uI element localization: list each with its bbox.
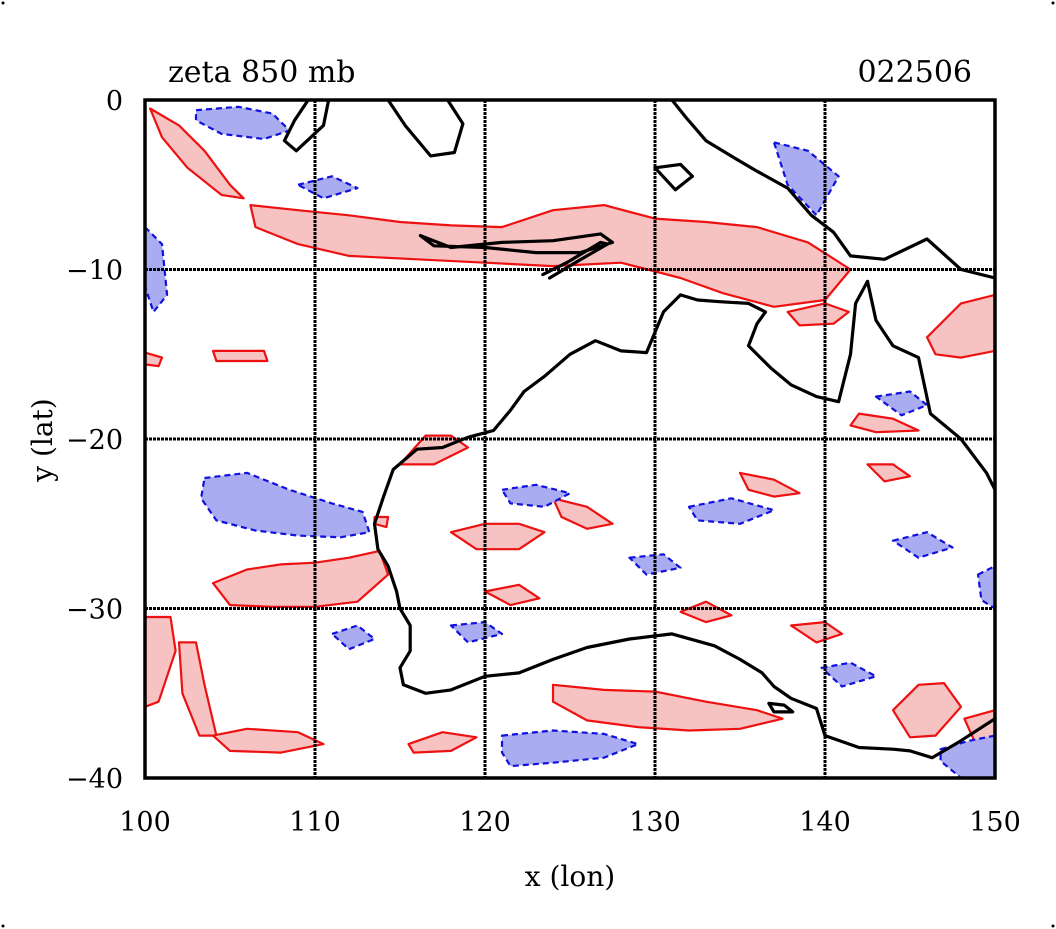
x-tick-label-150: 150 (969, 807, 1021, 838)
positive-contour-18 (483, 583, 541, 607)
negative-contour-12 (976, 565, 995, 610)
negative-contour-11 (330, 624, 376, 651)
positive-contour-11 (145, 615, 177, 708)
negative-contour-15 (891, 531, 954, 559)
negative-contour-4 (296, 175, 359, 200)
positive-contour-16 (738, 471, 801, 498)
negative-contour-6 (500, 483, 572, 508)
x-tick-label-130: 130 (629, 807, 681, 838)
positive-contour-19 (145, 351, 164, 368)
negative-contour-10 (820, 661, 878, 688)
positive-contour-9 (786, 302, 850, 327)
coastline-0 (282, 100, 331, 153)
positive-contour-12 (177, 641, 218, 737)
negative-contour-2 (500, 729, 640, 768)
x-tick-label-110: 110 (289, 807, 341, 838)
positive-contour-1 (149, 107, 245, 200)
negative-contour-8 (145, 226, 169, 313)
positive-contour-13 (211, 727, 325, 754)
coastline-4 (653, 162, 694, 192)
y-axis-label: y (lat) (26, 398, 59, 482)
plot-area (145, 100, 995, 778)
y-tick-label--10: −10 (66, 256, 123, 287)
positive-contour-20 (211, 349, 269, 363)
negative-contour-1 (200, 471, 371, 539)
y-tick-label--20: −20 (66, 425, 123, 456)
coastline-8 (767, 701, 795, 714)
coastline-5 (670, 100, 995, 280)
positive-contour-0 (249, 204, 852, 308)
x-axis-ticks: 100 110 120 130 140 150 (119, 807, 1021, 838)
coastline-3 (541, 240, 609, 280)
positive-contour-21 (679, 600, 733, 624)
negative-vorticity-layer (145, 105, 995, 778)
negative-contour-5 (772, 141, 840, 217)
negative-contour-13 (449, 621, 504, 644)
coastline-1 (386, 100, 465, 158)
y-tick-label-0: 0 (106, 86, 123, 117)
coastline-7 (372, 279, 995, 760)
x-tick-label-120: 120 (459, 807, 511, 838)
y-axis-ticks: 0 −10 −20 −30 −40 (66, 86, 123, 795)
positive-contour-14 (407, 731, 478, 754)
positive-contour-4 (449, 522, 546, 551)
positive-contour-7 (891, 682, 963, 739)
negative-contour-9 (874, 390, 929, 417)
chart-subtitle: 022506 (857, 55, 972, 90)
negative-contour-7 (687, 497, 776, 525)
positive-contour-2 (211, 549, 390, 608)
grid-layer (145, 100, 995, 778)
y-tick-label--30: −30 (66, 595, 123, 626)
positive-contour-6 (551, 683, 784, 732)
x-tick-label-140: 140 (799, 807, 851, 838)
positive-contour-10 (849, 412, 920, 434)
positive-contour-17 (551, 497, 614, 530)
coastline-6 (865, 279, 995, 492)
negative-contour-3 (939, 734, 995, 778)
positive-contour-23 (866, 463, 912, 483)
negative-contour-0 (194, 105, 291, 141)
positive-contour-22 (789, 621, 844, 644)
plot-frame (143, 98, 997, 780)
chart-title: zeta 850 mb (168, 55, 356, 90)
positive-vorticity-layer (145, 107, 995, 754)
positive-contour-8 (925, 293, 995, 359)
x-axis-label: x (lon) (525, 860, 615, 893)
y-tick-label--40: −40 (66, 764, 123, 795)
x-tick-label-100: 100 (119, 807, 171, 838)
